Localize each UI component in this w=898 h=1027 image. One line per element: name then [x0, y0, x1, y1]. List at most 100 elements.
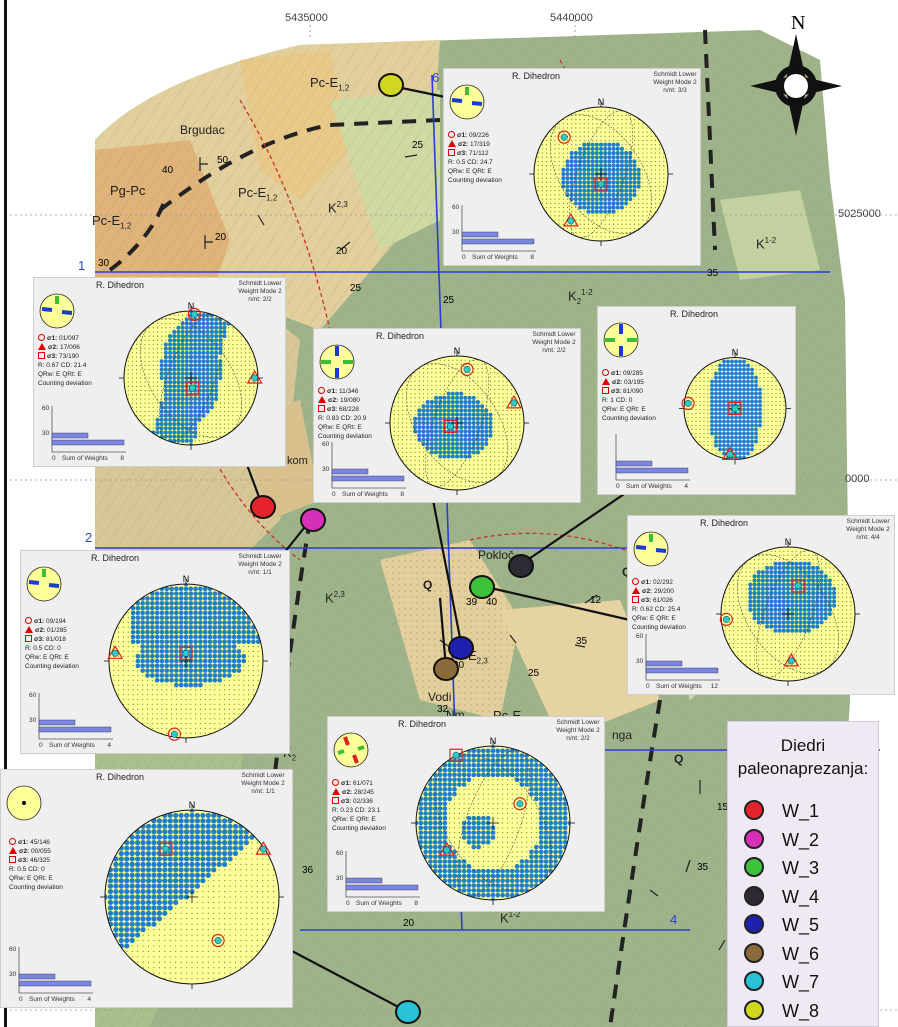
- histogram-xmax: 8: [400, 491, 404, 498]
- histogram-xzero: 0: [19, 996, 23, 1003]
- sigma-value: 09/226: [467, 132, 489, 139]
- place-name: Brgudac: [180, 123, 225, 137]
- histogram-ytick: 30: [336, 875, 344, 882]
- sigma1-row: σ1: 01/097: [38, 334, 92, 343]
- panel-stats: σ1: 09/285 σ2: 03/195 σ3: 81/090 R: 1 CD: 0…: [602, 369, 656, 423]
- fault-line: [108, 199, 167, 272]
- site-marker-w5[interactable]: [448, 636, 474, 660]
- sigma2-marker: [562, 212, 579, 227]
- legend-item: W_4: [744, 885, 819, 908]
- sigma-marker-icon: [332, 788, 340, 795]
- sigma-value: 46/325: [28, 857, 50, 864]
- site-marker-w6[interactable]: [433, 657, 459, 681]
- histogram-bar: [461, 231, 499, 238]
- sigma-label: σ1:: [34, 618, 45, 625]
- fault-line: [158, 118, 441, 212]
- stress-arrow: [451, 98, 463, 103]
- site-marker-w3[interactable]: [469, 575, 495, 599]
- sigma1-marker: [719, 612, 733, 626]
- weights-histogram: 60 30 Sum of Weights 8 0: [42, 405, 126, 462]
- histogram-xmax: 4: [87, 996, 91, 1003]
- dip-value: 36: [302, 865, 314, 876]
- panel-note: Schmidt Lower Weight Mode 2 n/nt: 4/4: [846, 518, 890, 541]
- site-marker-w4[interactable]: [508, 554, 534, 578]
- sigma2-row: σ2: 17/319: [448, 140, 502, 149]
- sigma-value: 81/090: [621, 388, 643, 395]
- histogram-ytick: 30: [322, 466, 330, 473]
- place-name: nga: [612, 728, 633, 742]
- dip-value: 35: [707, 268, 719, 279]
- panel-stats: σ1: 61/071 σ2: 28/245 σ3: 02/336 R: 0.23 CD…: [332, 779, 386, 833]
- sigma-marker-icon: [332, 779, 339, 786]
- sigma-value: 01/285: [45, 627, 67, 634]
- panel-note: Schmidt Lower Weight Mode 2 n/nt: 1/1: [238, 553, 282, 576]
- histogram-bar: [51, 439, 125, 446]
- stress-direction-icon: [6, 785, 42, 821]
- section-number: 6: [432, 70, 440, 85]
- histogram-ytick: 60: [42, 405, 50, 412]
- dip-value: 20: [336, 246, 348, 257]
- histogram-axis: [331, 442, 406, 489]
- place-name: kom: [287, 455, 308, 467]
- sigma3-marker: [185, 381, 199, 395]
- dip-value: 35: [576, 636, 588, 647]
- histogram-bar: [615, 460, 653, 467]
- sigma3-marker: [159, 842, 173, 856]
- dip-value: 25: [443, 295, 455, 306]
- histogram-xlabel: Sum of Weights: [49, 742, 96, 749]
- site-marker-w8[interactable]: [378, 73, 404, 97]
- sigma2-row: σ2: 19/080: [318, 396, 372, 405]
- dip-value: 20: [403, 918, 415, 929]
- histogram-axis: [615, 434, 690, 481]
- map-unit-label: Pg-Pc: [110, 183, 146, 198]
- compression-field: [534, 107, 668, 241]
- place-name: Vodi: [428, 690, 452, 704]
- stereonet-center-cross: [186, 891, 198, 903]
- sigma1-row: σ1: 09/194: [25, 617, 79, 626]
- sigma-label: σ3:: [457, 150, 468, 157]
- panel-note: Schmidt Lower Weight Mode 2 n/nt: 2/2: [238, 280, 282, 303]
- sigma1-row: σ1: 11/346: [318, 387, 372, 396]
- sigma-value: 09/285: [621, 370, 643, 377]
- histogram-bar: [615, 467, 689, 474]
- histogram-bar: [38, 719, 76, 726]
- legend-swatch: [744, 800, 764, 820]
- sigma-label: σ1:: [341, 780, 352, 787]
- histogram-bar: [38, 726, 112, 733]
- sigma-label: σ2:: [612, 379, 623, 386]
- stereonet-w5: N: [104, 574, 268, 743]
- legend-label: W_2: [782, 829, 820, 850]
- map-frame-left: [4, 0, 7, 1027]
- site-marker-w1[interactable]: [250, 495, 276, 519]
- site-marker-w2[interactable]: [300, 508, 326, 532]
- fault-line: [703, 29, 717, 251]
- panel-stats: σ1: 09/194 σ2: 01/285 σ3: 81/018 R: 0.5 CD:…: [25, 617, 79, 671]
- legend-item: W_5: [744, 914, 819, 936]
- sigma-value: 02/336: [351, 798, 373, 805]
- sigma-value: 09/194: [44, 618, 66, 625]
- sigma3-row: σ3: 02/336: [332, 797, 386, 806]
- panel-stat-stats2: QRw: E QRt: E: [9, 875, 53, 882]
- site-marker-w7[interactable]: [395, 1000, 421, 1024]
- legend-label: W_7: [782, 972, 820, 992]
- panel-stat-cd_label: Counting deviation: [332, 825, 386, 832]
- panel-title: R. Dihedron: [96, 280, 145, 290]
- legend-item: W_7: [744, 971, 819, 993]
- panel-stat-stats1: R: 0.5 CD: 0: [9, 866, 45, 873]
- sigma2-marker: [505, 394, 522, 409]
- sigma1-marker: [681, 396, 695, 411]
- sigma-marker-icon: [632, 578, 639, 585]
- stereonet-north-label: N: [598, 97, 605, 107]
- stereonet-center-cross: [180, 655, 192, 667]
- stress-direction-icon: [319, 344, 355, 380]
- histogram-xzero: 0: [646, 683, 650, 690]
- stress-arrow: [28, 580, 40, 585]
- panel-stat-stats2: QRw: E QRt: E: [602, 406, 646, 413]
- sigma3-marker: [449, 748, 463, 762]
- histogram-xlabel: Sum of Weights: [342, 491, 389, 498]
- sigma3-marker: [594, 177, 608, 191]
- histogram-bar: [18, 973, 56, 980]
- dip-value: 25: [528, 668, 540, 679]
- stress-direction-icon: [39, 293, 75, 329]
- sigma-marker-icon: [25, 617, 32, 624]
